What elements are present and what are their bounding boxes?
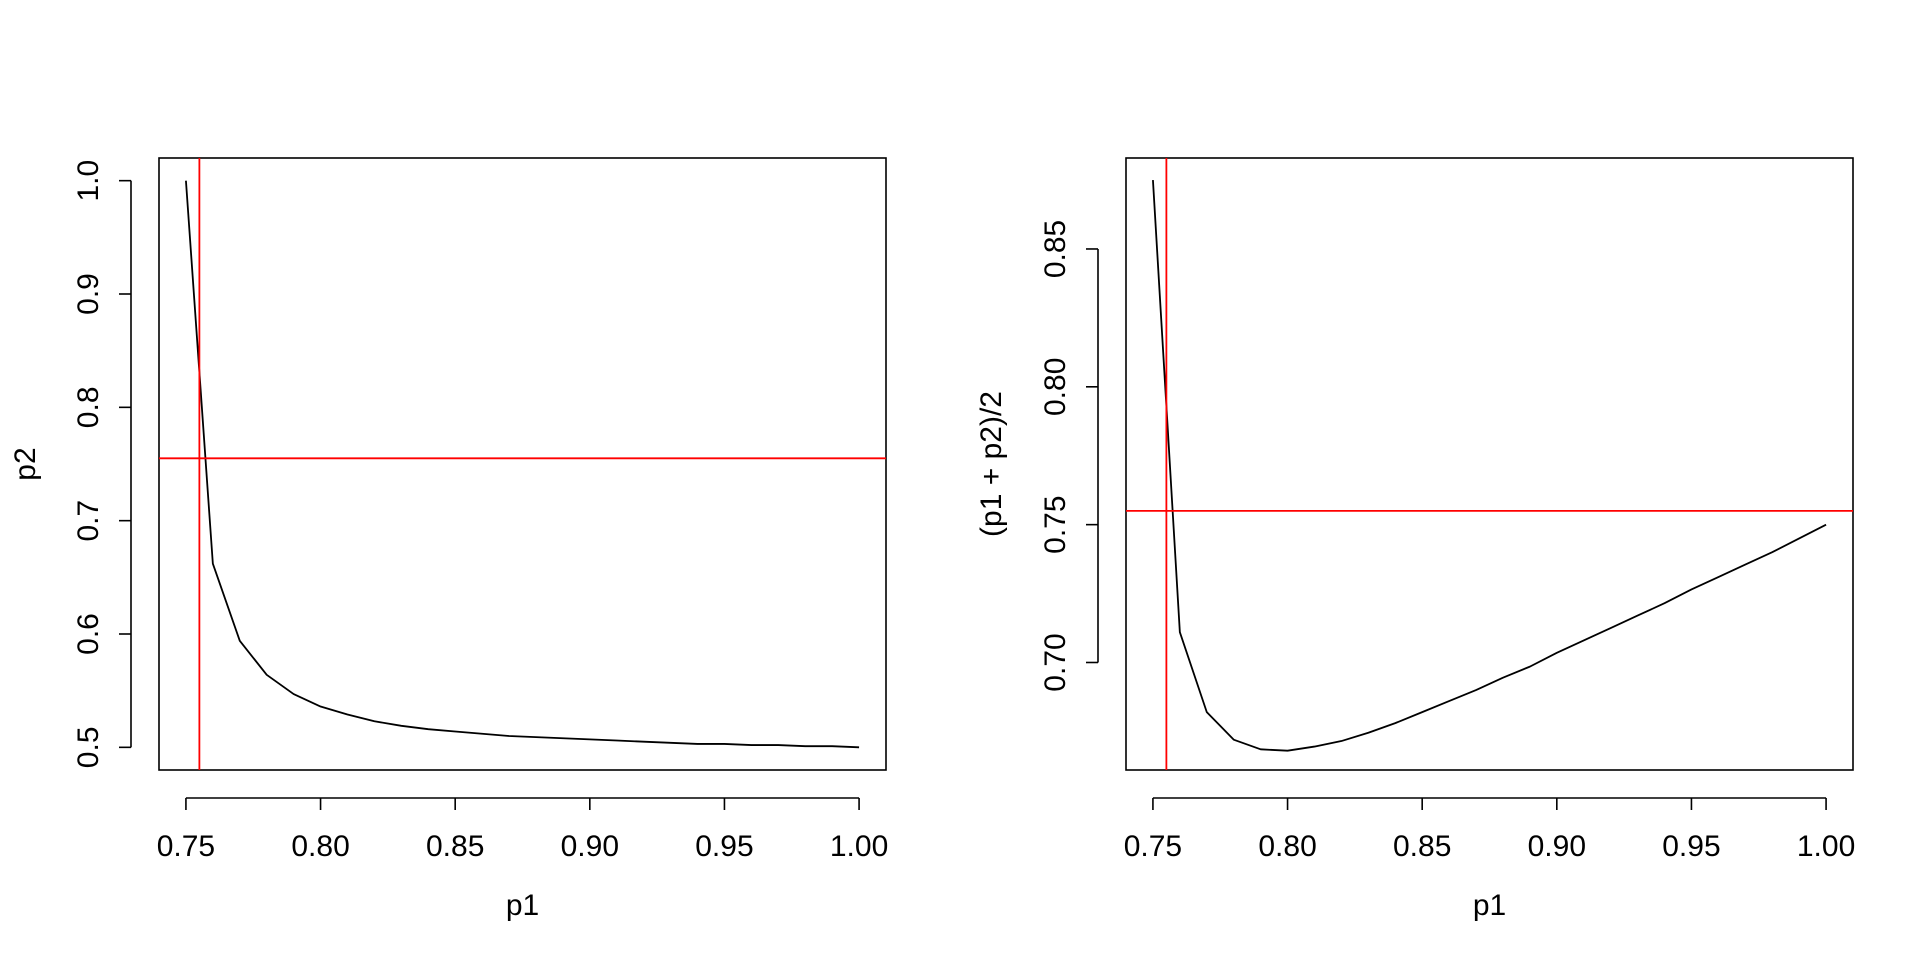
right-chart-panel: 0.75 0.80 0.85 0.90 0.95 1.00 0.70 0.75 0.80 0.85… (975, 157, 1855, 922)
y-tick-label: 0.8 (72, 386, 105, 428)
y-tick-label: 0.70 (1039, 633, 1072, 691)
x-tick-label: 1.00 (1797, 830, 1855, 863)
x-tick-label: 0.75 (157, 830, 215, 863)
y-tick-label: 1.0 (72, 160, 105, 202)
x-axis-title: p1 (506, 889, 539, 922)
y-tick-label: 0.6 (72, 613, 105, 655)
y-tick-label: 0.7 (72, 500, 105, 542)
x-tick-label: 0.75 (1124, 830, 1182, 863)
left-chart-panel: 0.75 0.80 0.85 0.90 0.95 1.00 0.5 0.6 0.7 0.8 0.9 1… (9, 157, 888, 922)
x-tick-label: 0.85 (426, 830, 484, 863)
y-tick-label: 0.9 (72, 273, 105, 315)
x-tick-label: 0.95 (1662, 830, 1720, 863)
x-tick-label: 1.00 (830, 830, 888, 863)
series-line (1152, 179, 1827, 752)
series-line (185, 180, 860, 749)
x-tick-label: 0.95 (695, 830, 753, 863)
x-axis-title: p1 (1473, 889, 1506, 922)
x-tick-label: 0.80 (1258, 830, 1316, 863)
y-tick-label: 0.5 (72, 726, 105, 768)
y-axis-title: p2 (9, 447, 42, 480)
plot-frame (1125, 157, 1854, 771)
y-tick-label: 0.80 (1039, 358, 1072, 416)
plot-frame (158, 157, 887, 771)
x-tick-label: 0.80 (291, 830, 349, 863)
y-tick-label: 0.75 (1039, 495, 1072, 553)
x-tick-label: 0.85 (1393, 830, 1451, 863)
y-axis-title: (p1 + p2)/2 (975, 391, 1008, 537)
x-tick-label: 0.90 (1528, 830, 1586, 863)
y-tick-label: 0.85 (1039, 220, 1072, 278)
x-tick-label: 0.90 (561, 830, 619, 863)
